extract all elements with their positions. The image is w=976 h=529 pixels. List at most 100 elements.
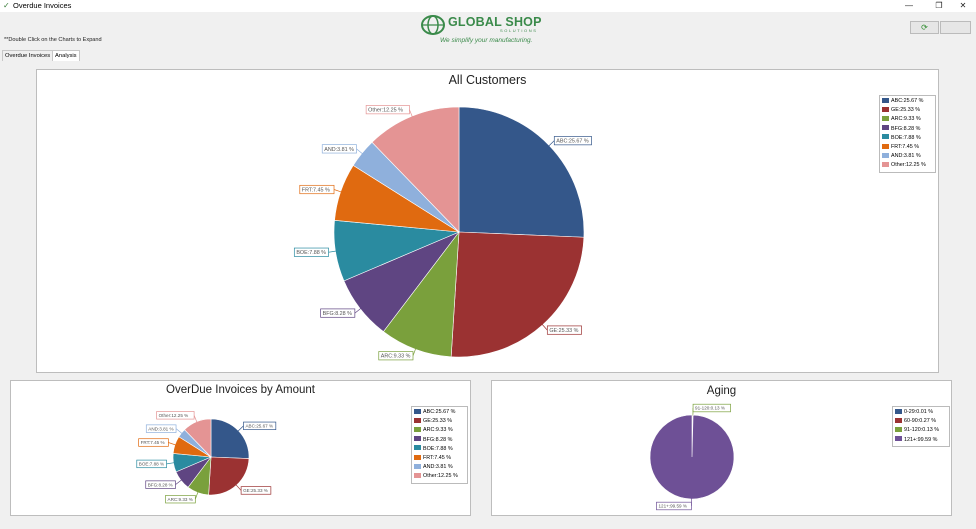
legend-swatch — [414, 408, 421, 414]
legend-item-bfg: BFG:8.28 % — [882, 125, 933, 134]
disabled-toolbar-button[interactable] — [940, 21, 971, 34]
legend-label: Other:12.25 % — [423, 473, 458, 480]
pie-leader-line-frt — [168, 442, 176, 446]
pie-leader-line-bfg — [175, 479, 182, 485]
legend-label: AND:3.81 % — [423, 464, 453, 471]
pie-data-label-other: Other:12.25 % — [368, 108, 403, 114]
pie-label-box-and — [321, 144, 357, 154]
pie-data-label-ge: GE:25.33 % — [549, 328, 578, 334]
pie-leader-line-arc — [194, 491, 199, 500]
legend-swatch — [414, 472, 421, 478]
tab-overdue-invoices[interactable]: Overdue Invoices — [2, 50, 54, 61]
pie-label-box-91-120 — [692, 403, 731, 413]
pie-leader-line-other — [193, 415, 198, 423]
pie-leader-line-arc — [412, 346, 417, 356]
legend-item-91-120: 91-120:0.13 % — [895, 426, 947, 435]
pie-slice-ge[interactable] — [450, 231, 585, 358]
legend-label: BFG:8.28 % — [423, 436, 453, 443]
pie-label-box-other — [365, 105, 410, 115]
legend-swatch — [414, 426, 421, 432]
legend-swatch — [414, 463, 421, 469]
pie-data-label-other: Other:12.25 % — [159, 413, 189, 418]
pie-label-box-boe — [293, 247, 329, 257]
by-amount-pie-chart[interactable]: ABC:25.67 % GE:25.33 % ARC:9.33 % BFG:8.28 … — [11, 381, 470, 515]
legend-label: BOE:7.88 % — [891, 134, 921, 141]
legend-swatch — [895, 408, 902, 414]
aging-panel[interactable]: Aging 91-120:0.13 % 121+:99.59 % 0-29:0.0… — [491, 380, 952, 516]
all-customers-title: All Customers — [448, 73, 527, 87]
pie-data-label-arc: ARC:9.33 % — [168, 497, 193, 502]
aging-pie-chart[interactable]: 91-120:0.13 % 121+:99.59 % — [492, 381, 951, 515]
legend-item-0-29: 0-29:0.01 % — [895, 408, 947, 417]
global-shop-logo: GLOBAL SHOP SOLUTIONS We simplify your m… — [418, 13, 558, 47]
pie-slice-abc[interactable] — [458, 106, 585, 238]
pie-data-label-bfg: BFG:8.28 % — [323, 311, 353, 317]
by-amount-legend: ABC:25.67 % GE:25.33 % ARC:9.33 % BFG:8.28 … — [411, 406, 468, 484]
pie-data-label-and: AND:3.81 % — [148, 426, 173, 431]
pie-data-label-bfg: BFG:8.28 % — [148, 482, 173, 487]
logo-tagline: We simplify your manufacturing. — [440, 37, 533, 44]
app-check-icon: ✓ — [3, 1, 10, 10]
pie-label-box-121 — [656, 501, 692, 511]
by-amount-panel[interactable]: OverDue Invoices by Amount ABC:25.67 % GE… — [10, 380, 471, 516]
window-title: Overdue Invoices — [13, 1, 72, 10]
legend-item-frt: FRT:7.45 % — [414, 454, 465, 463]
pie-leader-line-other — [409, 109, 414, 119]
aging-legend: 0-29:0.01 % 60-90:0.27 % 91-120:0.13 % 121+… — [892, 406, 950, 447]
legend-item-and: AND:3.81 % — [882, 152, 933, 161]
all-customers-pie-chart[interactable]: ABC:25.67 % GE:25.33 % ARC:9.33 % BFG:8.28 … — [37, 70, 938, 372]
pie-leader-line-and — [175, 428, 183, 434]
legend-swatch — [895, 426, 902, 432]
legend-item-boe: BOE:7.88 % — [414, 445, 465, 454]
legend-swatch — [882, 115, 889, 121]
legend-swatch — [882, 106, 889, 112]
legend-item-other: Other:12.25 % — [882, 161, 933, 170]
pie-label-box-frt — [299, 184, 335, 195]
pie-label-box-ge — [546, 325, 582, 335]
legend-item-arc: ARC:9.33 % — [414, 426, 465, 435]
pie-label-box-and — [145, 424, 177, 433]
legend-swatch — [414, 445, 421, 451]
maximize-button[interactable]: ❐ — [935, 1, 943, 10]
pie-leader-line-boe — [166, 462, 175, 465]
legend-item-ge: GE:25.33 % — [414, 417, 465, 426]
legend-label: GE:25.33 % — [891, 107, 921, 114]
legend-label: FRT:7.45 % — [423, 455, 452, 462]
pie-data-label-ge: GE:25.33 % — [243, 488, 268, 493]
legend-label: 0-29:0.01 % — [904, 409, 934, 415]
legend-label: Other:12.25 % — [891, 162, 926, 169]
pie-leader-line-bfg — [354, 306, 363, 314]
legend-label: ARC:9.33 % — [423, 427, 453, 434]
window-titlebar: ✓ Overdue Invoices — ❐ ✕ — [0, 0, 976, 12]
minimize-button[interactable]: — — [905, 1, 913, 10]
all-customers-panel[interactable]: All Customers ABC:25.67 % GE:25.33 % ARC:9… — [36, 69, 939, 373]
legend-label: BOE:7.88 % — [423, 445, 453, 452]
legend-item-arc: ARC:9.33 % — [882, 115, 933, 124]
legend-swatch — [882, 143, 889, 149]
legend-label: FRT:7.45 % — [891, 144, 920, 151]
pie-leader-line-abc — [547, 140, 555, 148]
pie-label-box-bfg — [320, 308, 356, 318]
pie-data-label-frt: FRT:7.45 % — [302, 187, 330, 193]
legend-label: 60-90:0.27 % — [904, 418, 937, 425]
pie-label-box-abc — [243, 421, 277, 431]
legend-swatch — [882, 125, 889, 131]
tab-analysis[interactable]: Analysis — [52, 50, 80, 61]
legend-item-other: Other:12.25 % — [414, 472, 465, 481]
refresh-button[interactable]: ⟳ — [910, 21, 939, 34]
pie-slice-121[interactable] — [649, 414, 735, 500]
close-button[interactable]: ✕ — [959, 1, 967, 10]
pie-leader-line-and — [356, 148, 365, 156]
expand-hint: **Double Click on the Charts to Expand — [4, 37, 102, 43]
pie-leader-line-boe — [328, 250, 339, 253]
legend-label: ARC:9.33 % — [891, 116, 921, 123]
all-customers-legend: ABC:25.67 % GE:25.33 % ARC:9.33 % BFG:8.28 … — [879, 95, 936, 173]
pie-data-label-boe: BOE:7.88 % — [139, 462, 164, 467]
pie-data-label-and: AND:3.81 % — [324, 147, 354, 153]
pie-data-label-abc: ABC:25.67 % — [245, 424, 273, 429]
legend-label: ABC:25.67 % — [423, 409, 456, 415]
logo-brand-sub: SOLUTIONS — [500, 28, 538, 33]
legend-label: GE:25.33 % — [423, 418, 453, 425]
legend-swatch — [414, 436, 421, 442]
legend-item-abc: ABC:25.67 % — [882, 97, 933, 106]
